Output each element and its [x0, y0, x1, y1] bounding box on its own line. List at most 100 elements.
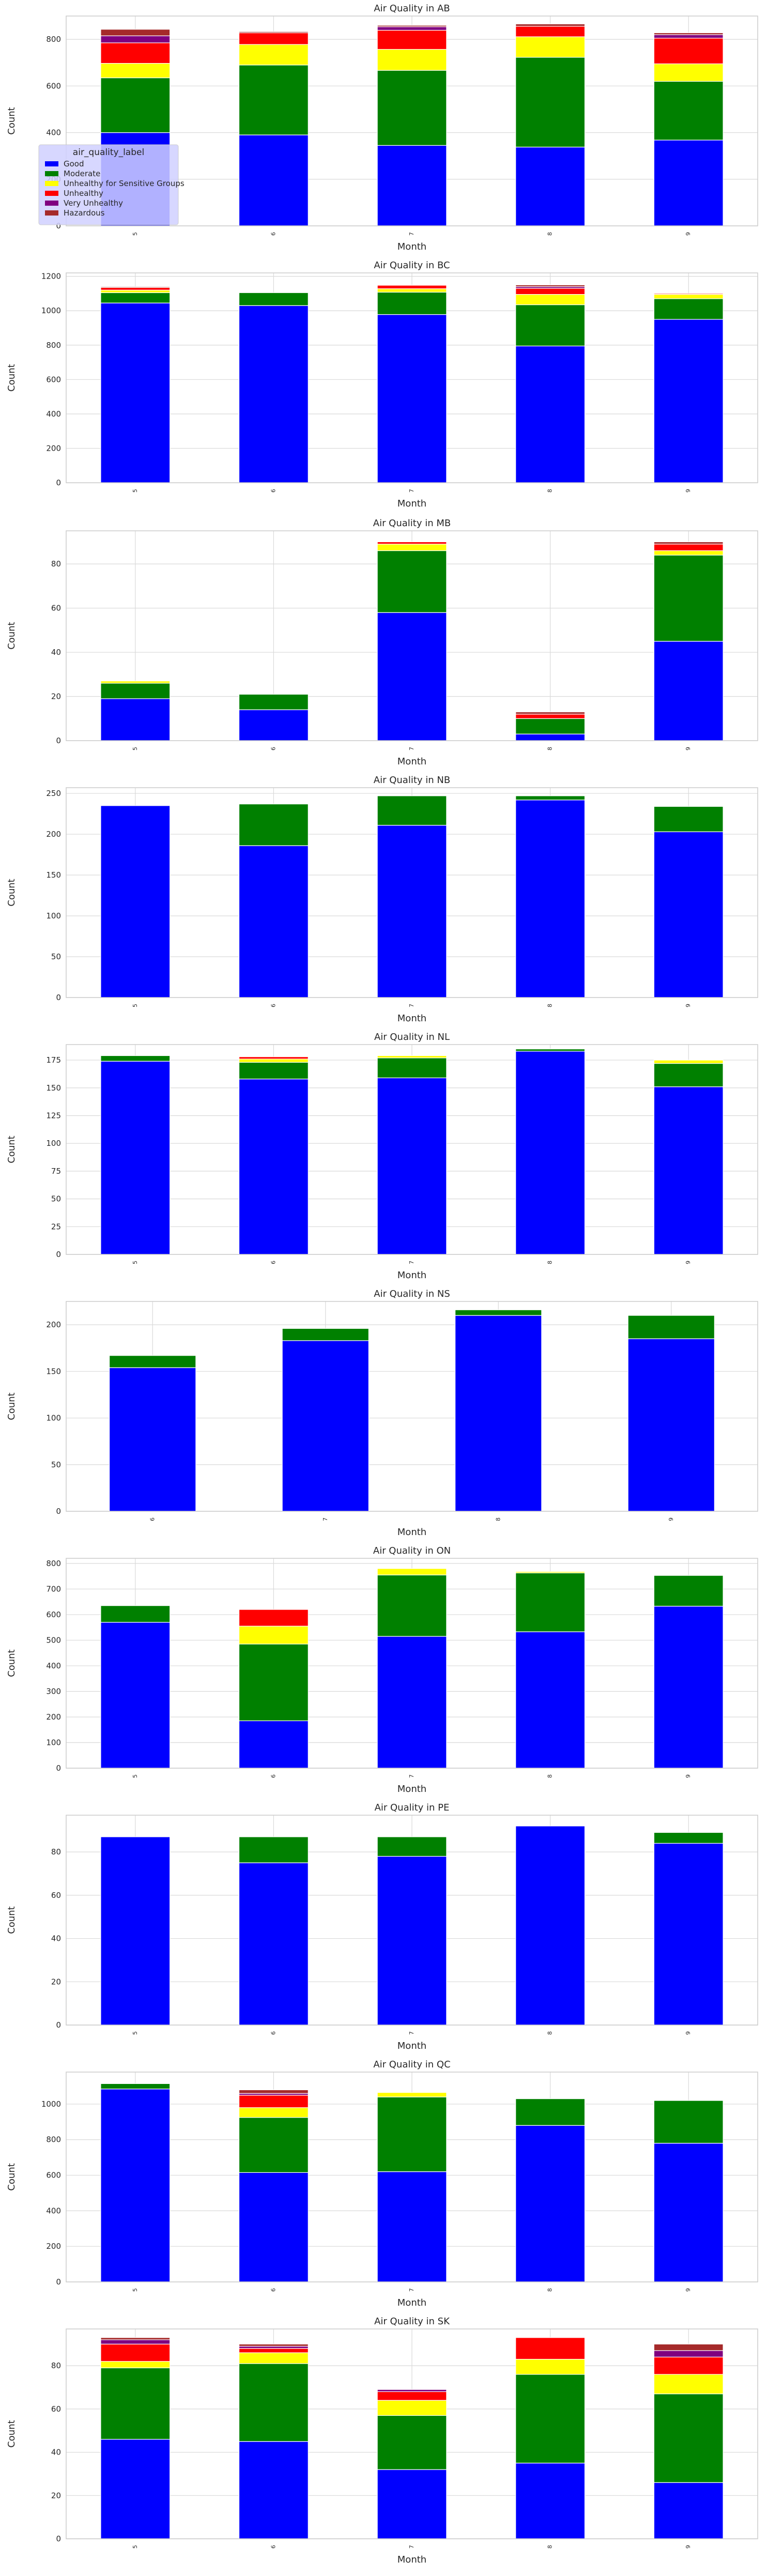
bar-segment-moderate [282, 1328, 369, 1341]
bar-segment-unhealthy [377, 541, 447, 545]
bar-segment-good [515, 733, 586, 741]
x-tick-label: 7 [408, 489, 415, 493]
bar-segment-good [653, 1086, 724, 1255]
bar-segment-moderate [377, 2415, 447, 2470]
y-tick-label: 0 [56, 221, 61, 231]
y-axis-label: Count [6, 1136, 17, 1163]
plot-frame [66, 272, 758, 483]
chart-panel-nl: Air Quality in NL 0 25 50 75 100 125 150 175 5 6 7 8… [6, 1032, 758, 1281]
x-tick-label: 8 [547, 2288, 554, 2292]
x-tick-label: 5 [132, 2288, 139, 2292]
y-axis-label: Count [6, 107, 17, 134]
bar-segment-good [653, 831, 724, 998]
x-tick-label: 9 [685, 1774, 692, 1778]
y-axis-label: Count [6, 364, 17, 391]
x-tick-label: 9 [685, 2545, 692, 2549]
x-tick-label: 5 [132, 232, 139, 236]
legend-box [38, 144, 179, 225]
bar-segment-moderate [377, 795, 447, 826]
bar-segment-moderate [238, 65, 309, 135]
y-tick-label: 40 [51, 1934, 61, 1943]
bar-segment-good [109, 1367, 196, 1512]
bar-segment-unhealthy [100, 287, 171, 290]
y-tick-label: 200 [46, 443, 61, 453]
x-tick-label: 7 [408, 747, 415, 750]
chart-title: Air Quality in QC [373, 2059, 450, 2070]
bar-segment-moderate [653, 298, 724, 320]
y-tick-label: 0 [56, 2534, 61, 2543]
plot-frame [66, 1558, 758, 1769]
y-tick-label: 0 [56, 736, 61, 745]
y-tick-label: 300 [46, 1686, 61, 1696]
y-tick-label: 50 [51, 1194, 61, 1204]
legend-swatch-hazardous [45, 210, 58, 216]
bar-segment-unhealthy [515, 288, 586, 295]
bar-segment-good [238, 305, 309, 483]
x-tick-label: 6 [270, 747, 277, 750]
bar-segment-good [515, 800, 586, 998]
bar-segment-good [377, 825, 447, 998]
y-tick-label: 0 [56, 1250, 61, 1259]
plot-frame [66, 16, 758, 226]
y-tick-label: 0 [56, 1507, 61, 1516]
bar-segment-moderate [515, 718, 586, 734]
y-tick-label: 75 [51, 1167, 61, 1176]
bar-segment-moderate [515, 2374, 586, 2464]
y-tick-label: 400 [46, 409, 61, 419]
y-tick-label: 0 [56, 1764, 61, 1773]
x-tick-label: 5 [132, 1261, 139, 1264]
bar-segment-very-unhealthy [100, 2339, 171, 2344]
y-tick-label: 20 [51, 1977, 61, 1986]
bar-segment-good [653, 641, 724, 741]
bar-segment-unhealthy-for-sensitive-groups [238, 44, 309, 66]
chart-title: Air Quality in SK [374, 2316, 450, 2327]
legend-entry-moderate: Moderate [64, 169, 100, 178]
bar-segment-moderate [653, 555, 724, 642]
bar-segment-unhealthy [515, 714, 586, 719]
bar-segment-moderate [238, 2363, 309, 2442]
bar-segment-very-unhealthy [377, 26, 447, 31]
bar-segment-good [238, 1720, 309, 1769]
x-axis-label: Month [397, 1527, 426, 1538]
bar-segment-moderate [377, 70, 447, 146]
bar-segment-hazardous [100, 2337, 171, 2340]
y-tick-label: 500 [46, 1635, 61, 1645]
bar-segment-unhealthy-for-sensitive-groups [377, 1568, 447, 1575]
y-axis-label: Count [6, 1649, 17, 1677]
chart-panel-ns: Air Quality in NS 0 50 100 150 200 6 7 8 9 Month Co… [6, 1289, 758, 1538]
y-tick-label: 400 [46, 128, 61, 137]
legend-swatch-unhealthy-for-sensitive-groups [45, 181, 58, 186]
bar-segment-moderate [377, 2096, 447, 2172]
bar-segment-good [238, 845, 309, 998]
legend-entry-hazardous: Hazardous [64, 208, 105, 218]
bar-segment-unhealthy-for-sensitive-groups [377, 2400, 447, 2416]
bar-segment-good [238, 134, 309, 226]
y-tick-label: 800 [46, 35, 61, 44]
bar-segment-good [238, 1078, 309, 1255]
bar-segment-unhealthy [377, 285, 447, 289]
y-axis-label: Count [6, 1906, 17, 1934]
bar-segment-unhealthy-for-sensitive-groups [100, 2361, 171, 2368]
y-axis-label: Count [6, 2163, 17, 2190]
bar-segment-unhealthy-for-sensitive-groups [377, 2092, 447, 2097]
bar-segment-moderate [238, 803, 309, 846]
y-tick-label: 100 [46, 1738, 61, 1747]
bar-segment-unhealthy [653, 38, 724, 65]
x-axis-label: Month [397, 2297, 426, 2308]
chart-panel-on: Air Quality in ON 0 100 200 300 400 500 600 700 8… [6, 1545, 758, 1795]
bar-segment-good [377, 612, 447, 741]
bar-segment-moderate [100, 292, 171, 303]
bar-segment-moderate [653, 1832, 724, 1844]
legend-entry-unhealthy-for-sensitive-groups: Unhealthy for Sensitive Groups [64, 179, 185, 188]
bar-segment-good [100, 2439, 171, 2539]
x-tick-label: 6 [270, 232, 277, 236]
bar-segment-very-unhealthy [238, 2345, 309, 2349]
bar-segment-moderate [100, 1605, 171, 1623]
chart-title: Air Quality in ON [373, 1545, 451, 1556]
bar-segment-unhealthy [653, 2356, 724, 2375]
y-tick-label: 700 [46, 1584, 61, 1593]
legend-entry-unhealthy: Unhealthy [64, 189, 103, 198]
y-axis-label: Count [6, 1392, 17, 1420]
y-tick-label: 150 [46, 1083, 61, 1093]
